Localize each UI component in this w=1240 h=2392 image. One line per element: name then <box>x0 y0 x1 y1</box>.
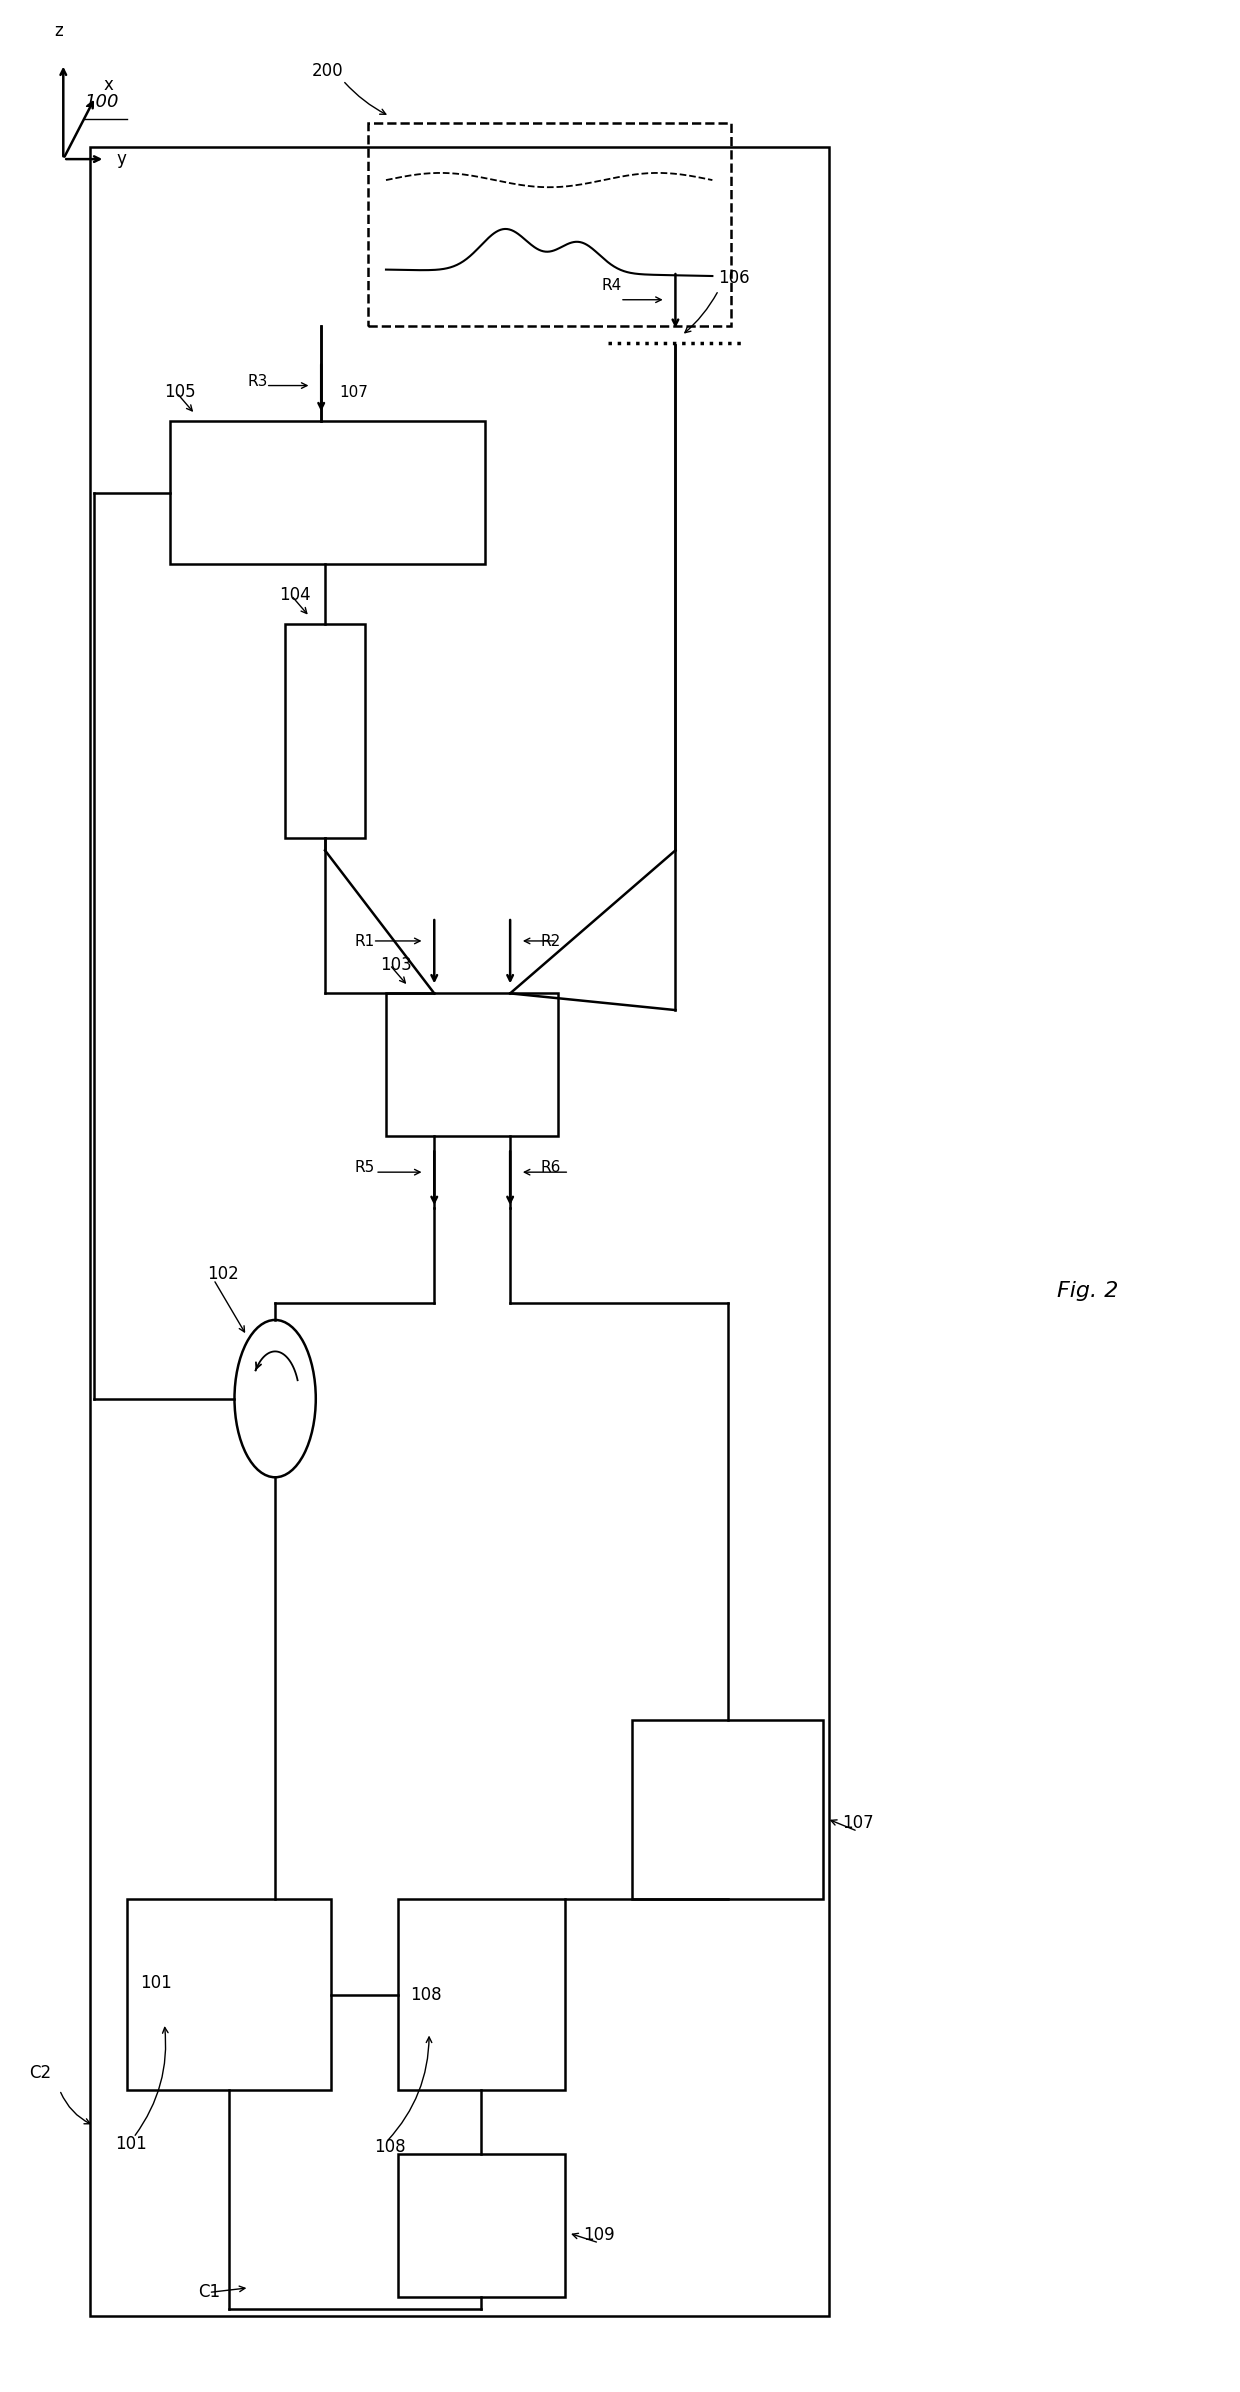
Text: x: x <box>104 77 114 93</box>
Text: R5: R5 <box>355 1160 374 1174</box>
Text: C1: C1 <box>198 2284 221 2301</box>
Text: R6: R6 <box>541 1160 562 1174</box>
Text: R4: R4 <box>601 277 621 294</box>
Bar <box>170 421 485 565</box>
Text: 108: 108 <box>373 2138 405 2155</box>
Text: R1: R1 <box>355 933 374 950</box>
Text: 109: 109 <box>583 2227 615 2244</box>
Text: 103: 103 <box>379 954 412 974</box>
Text: R3: R3 <box>247 373 268 388</box>
Bar <box>91 148 830 2315</box>
Text: 104: 104 <box>279 586 310 605</box>
Text: R2: R2 <box>541 933 562 950</box>
Bar <box>285 624 365 840</box>
Text: 200: 200 <box>312 62 343 79</box>
Bar <box>398 1899 564 2091</box>
Text: 100: 100 <box>84 93 119 112</box>
Text: y: y <box>117 151 126 167</box>
Bar <box>128 1899 331 2091</box>
Text: 105: 105 <box>164 383 196 402</box>
Bar <box>632 1720 823 1899</box>
Text: z: z <box>55 22 63 41</box>
Bar <box>386 993 558 1136</box>
Text: 108: 108 <box>410 1985 443 2004</box>
Text: 101: 101 <box>115 2136 146 2153</box>
Text: 102: 102 <box>207 1265 239 1285</box>
Bar <box>398 2155 564 2296</box>
Text: C2: C2 <box>29 2064 51 2081</box>
Bar <box>367 124 730 325</box>
Text: 107: 107 <box>842 1813 873 1832</box>
Text: 106: 106 <box>718 268 750 287</box>
Text: Fig. 2: Fig. 2 <box>1058 1282 1118 1301</box>
Text: 101: 101 <box>140 1973 171 1993</box>
Text: 107: 107 <box>340 385 368 399</box>
